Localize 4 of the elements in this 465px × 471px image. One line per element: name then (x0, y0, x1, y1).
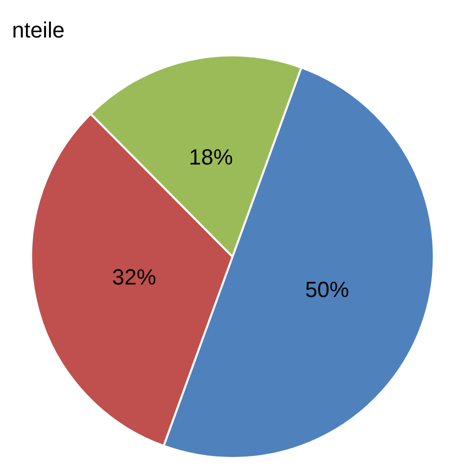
data-label: 50% (305, 277, 350, 302)
chart-title: nteile (12, 17, 65, 42)
data-label: 32% (112, 264, 156, 290)
data-label: 18% (188, 144, 233, 170)
